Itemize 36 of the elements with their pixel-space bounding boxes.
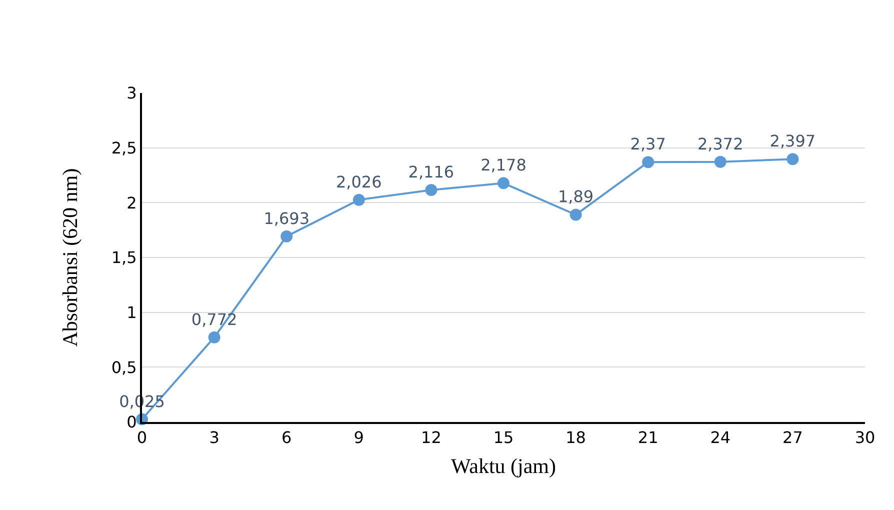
point: [498, 177, 510, 190]
point: [352, 194, 365, 206]
x-axis-title: Waktu (jam): [450, 454, 556, 478]
y-tick-label: 3: [126, 84, 137, 103]
x-tick-label: 9: [354, 428, 364, 448]
point: [425, 184, 438, 196]
x-tick-label: 24: [710, 428, 731, 448]
data-label: 2,397: [770, 132, 816, 151]
data-label: 1,89: [558, 187, 594, 206]
x-tick-label: 18: [566, 428, 586, 448]
point: [786, 153, 799, 166]
point: [570, 208, 582, 221]
y-tick-label: 0: [126, 412, 137, 432]
y-tick-label: 2: [126, 193, 137, 212]
data-label: 2,178: [480, 156, 526, 175]
x-tick-label: 15: [493, 428, 514, 448]
y-tick-label: 2,5: [111, 138, 137, 158]
x-tick-label: 6: [282, 428, 292, 448]
point: [714, 156, 726, 168]
y-axis-title: Absorbansi (620 nm): [58, 168, 82, 347]
x-tick-label: 30: [854, 428, 876, 448]
data-label: 2,026: [336, 172, 382, 192]
data-label: 2,372: [697, 134, 744, 154]
point: [280, 230, 293, 242]
y-tick-label: 1: [126, 302, 137, 322]
y-tick-label: 0,5: [111, 358, 137, 377]
point: [642, 156, 654, 168]
y-tick-label: 1,5: [111, 248, 137, 268]
x-tick-label: 12: [421, 428, 442, 448]
point: [208, 331, 220, 344]
x-tick-label: 21: [638, 428, 658, 448]
x-tick-label: 3: [209, 428, 220, 448]
data-label: 1,693: [264, 208, 310, 228]
data-label: 2,37: [630, 134, 666, 154]
x-tick-label: 27: [782, 428, 803, 448]
data-label: 2,116: [408, 162, 454, 182]
